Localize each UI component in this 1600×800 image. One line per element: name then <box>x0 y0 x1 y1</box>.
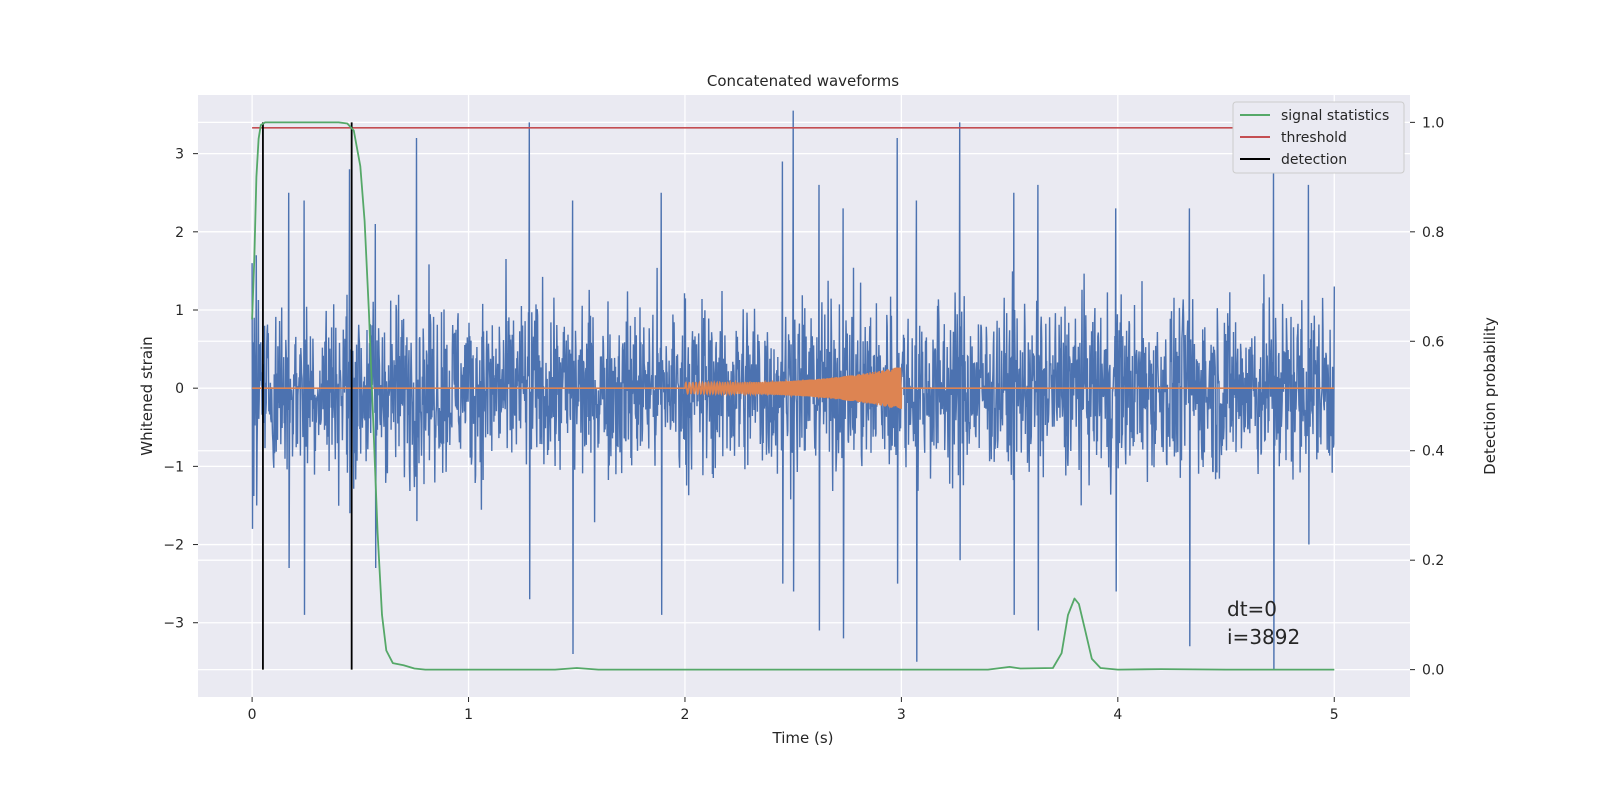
y-right-tick-label: 1.0 <box>1422 115 1444 131</box>
x-tick-label: 0 <box>248 707 257 723</box>
x-tick-label: 3 <box>897 707 906 723</box>
y-tick-label: −1 <box>163 459 184 475</box>
annotation-dt: dt=0 <box>1227 597 1277 621</box>
legend-box <box>1232 101 1405 174</box>
x-tick-label: 5 <box>1330 707 1339 723</box>
y-axis-label: Whitened strain <box>138 336 156 455</box>
x-tick-label: 4 <box>1113 707 1122 723</box>
signal-statistics-line <box>251 121 1335 671</box>
strain-series-line <box>251 110 1335 670</box>
y-right-tick-label: 0.4 <box>1422 444 1444 460</box>
legend-label-threshold: threshold <box>1281 130 1347 146</box>
annotation-index: i=3892 <box>1227 625 1300 649</box>
y-tick-label: −3 <box>163 616 184 632</box>
x-axis-label: Time (s) <box>772 729 834 747</box>
y-tick-label: 3 <box>175 147 184 163</box>
y-tick-label: 0 <box>175 381 184 397</box>
y-tick-label: −2 <box>163 538 184 554</box>
y-axis-right-label: Detection probability <box>1481 317 1499 475</box>
y-right-tick-label: 0.8 <box>1422 225 1444 241</box>
y-tick-label: 1 <box>175 303 184 319</box>
legend-label-detection: detection <box>1281 152 1347 168</box>
legend-label-signal-statistics: signal statistics <box>1281 108 1389 124</box>
chart-title: Concatenated waveforms <box>707 72 899 90</box>
y-tick-label: 2 <box>175 225 184 241</box>
x-tick-label: 2 <box>681 707 690 723</box>
legend: signal statistics threshold detection <box>1232 101 1405 174</box>
x-tick-label: 1 <box>464 707 473 723</box>
y-right-tick-label: 0.0 <box>1422 663 1444 679</box>
y-right-tick-label: 0.2 <box>1422 553 1444 569</box>
template-waveform-line <box>252 367 1335 409</box>
y-right-tick-label: 0.6 <box>1422 334 1444 350</box>
